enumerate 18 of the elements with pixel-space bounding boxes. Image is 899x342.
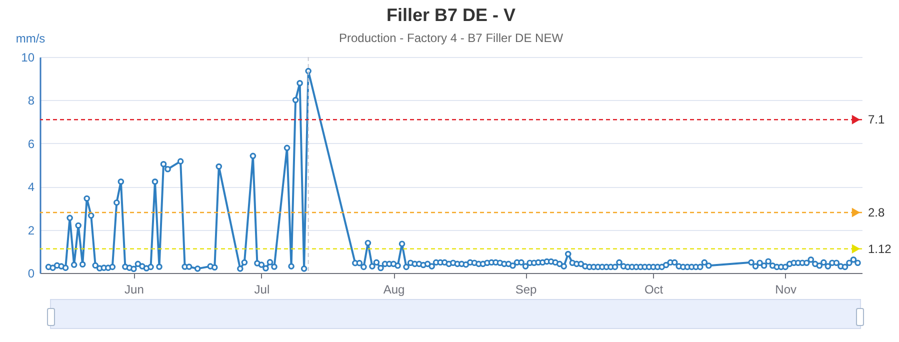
x-tick-label: Jul bbox=[254, 282, 270, 296]
ref-line-label: 7.1 bbox=[868, 112, 886, 127]
x-tick-label: Nov bbox=[775, 282, 797, 296]
y-axis-title: mm/s bbox=[16, 32, 46, 46]
y-tick-label: 6 bbox=[28, 136, 35, 151]
y-tick-label: 4 bbox=[28, 180, 35, 194]
ref-line-label: 1.12 bbox=[868, 242, 892, 256]
x-tick-label: Jun bbox=[124, 282, 144, 296]
x-tick-label: Oct bbox=[644, 282, 664, 296]
chart-title: Filler B7 DE - V bbox=[386, 5, 516, 25]
y-tick-label: 8 bbox=[28, 94, 35, 108]
y-tick-label: 10 bbox=[21, 50, 35, 64]
ref-line-label: 2.8 bbox=[868, 206, 886, 220]
y-tick-label: 2 bbox=[28, 223, 35, 238]
chart-subtitle: Production - Factory 4 - B7 Filler DE NEW bbox=[338, 31, 564, 45]
x-tick-label: Aug bbox=[383, 282, 405, 296]
x-tick-label: Sep bbox=[515, 282, 538, 296]
y-tick-label: 0 bbox=[28, 266, 35, 280]
